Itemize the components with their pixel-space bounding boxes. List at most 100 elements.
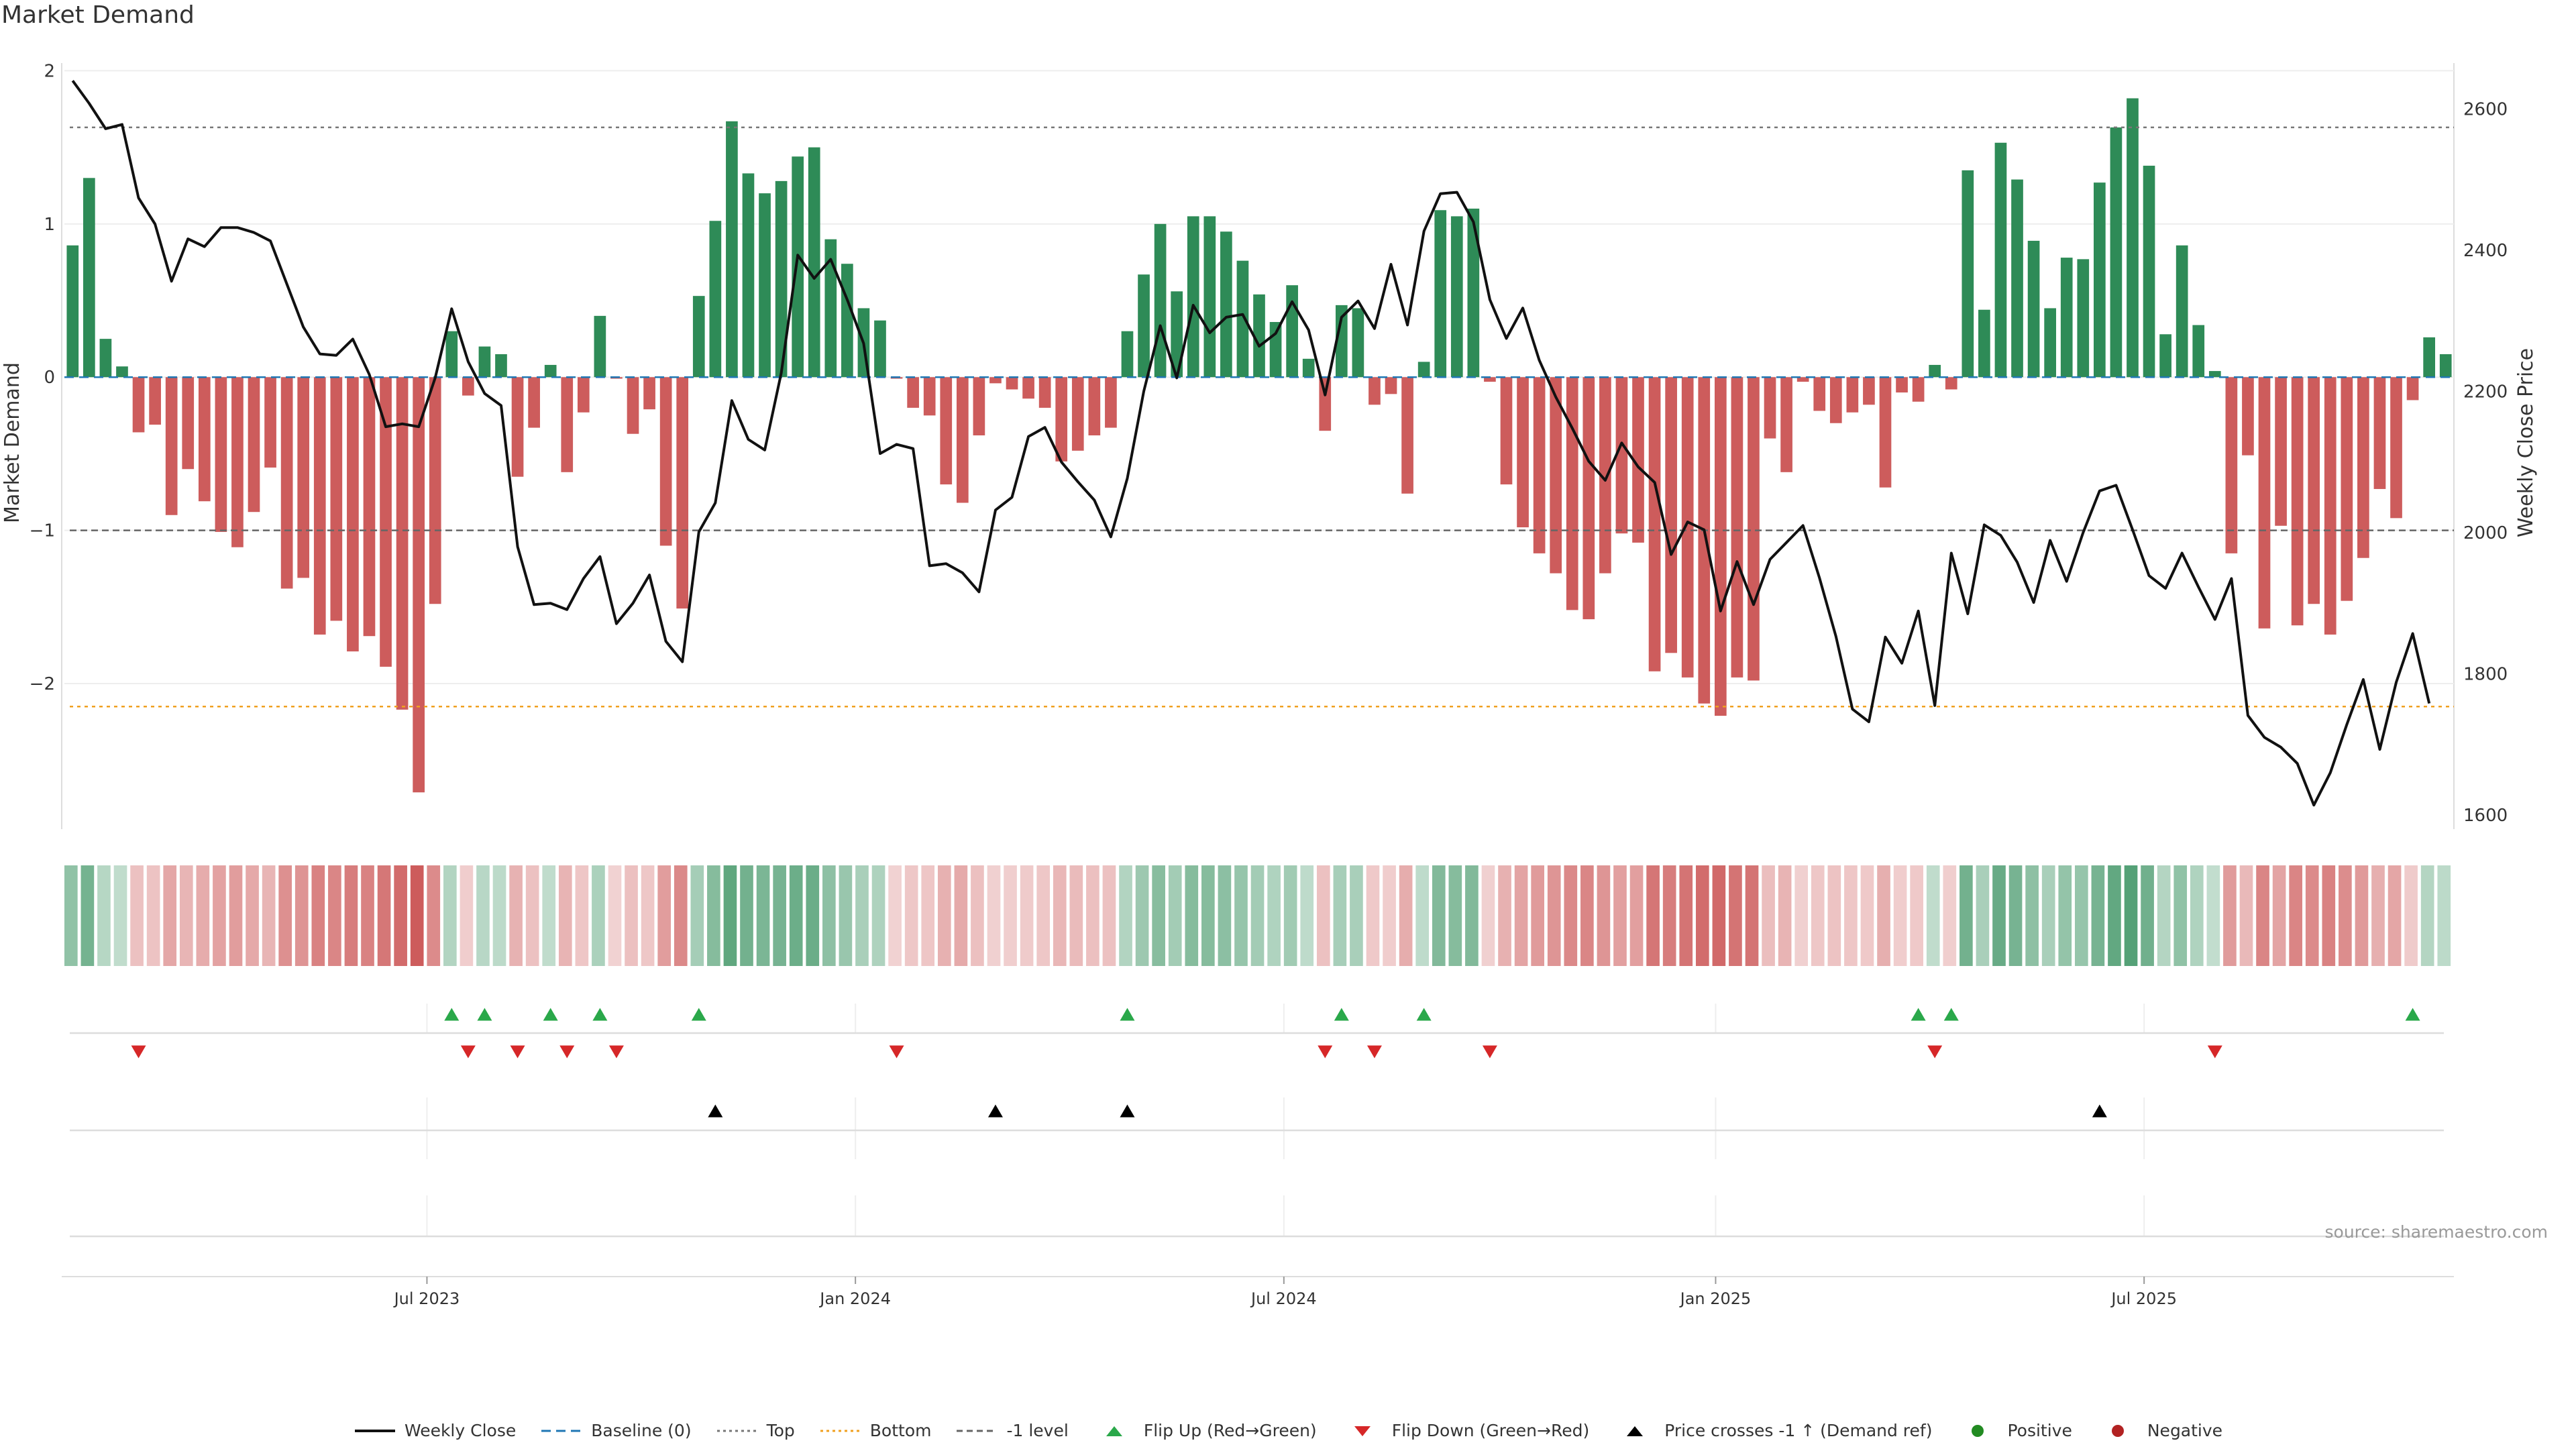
demand-bar xyxy=(2127,98,2139,378)
heat-cell xyxy=(1152,865,1165,966)
demand-bar xyxy=(1665,377,1677,653)
demand-bar xyxy=(1550,377,1562,574)
demand-bar xyxy=(1203,216,1216,378)
heat-cell xyxy=(1069,865,1083,966)
flip-down-marker xyxy=(1482,1045,1497,1059)
demand-bar xyxy=(1006,377,1018,390)
demand-bar xyxy=(1599,377,1611,574)
legend-price-cross: Price crosses -1 ↑ (Demand ref) xyxy=(1613,1421,1932,1440)
heat-cell xyxy=(1613,865,1627,966)
heat-cell xyxy=(1168,865,1182,966)
legend-label: Top xyxy=(766,1421,795,1440)
heat-cell xyxy=(1662,865,1676,966)
flip-up-marker xyxy=(543,1008,558,1021)
legend-flip-up-icon xyxy=(1106,1426,1122,1436)
heat-cell xyxy=(1218,865,1232,966)
heat-cell xyxy=(954,865,968,966)
y-tick-label: 2 xyxy=(44,61,55,81)
heat-cell xyxy=(80,865,95,966)
heat-cell xyxy=(987,865,1001,966)
demand-bar xyxy=(528,377,540,428)
demand-bar xyxy=(2093,182,2106,378)
legend-flip-down-icon xyxy=(1354,1426,1371,1436)
heat-cell xyxy=(1514,865,1528,966)
demand-bar xyxy=(1764,377,1776,439)
flip-up-marker xyxy=(2405,1008,2420,1021)
demand-bar xyxy=(462,377,474,396)
x-tick-label: Jan 2025 xyxy=(1679,1289,1752,1308)
demand-bar xyxy=(874,320,886,378)
demand-bar xyxy=(808,147,820,378)
heat-cell xyxy=(2058,865,2072,966)
legend-label: Price crosses -1 ↑ (Demand ref) xyxy=(1664,1421,1933,1440)
heat-cell xyxy=(294,865,309,966)
heat-cell xyxy=(1135,865,1149,966)
heat-cell xyxy=(921,865,935,966)
demand-bar xyxy=(1302,358,1315,378)
y2-tick-label: 1800 xyxy=(2463,664,2508,684)
demand-bar xyxy=(1088,377,1101,436)
demand-bar xyxy=(2077,259,2090,378)
demand-bar xyxy=(1105,377,1117,428)
demand-bar xyxy=(231,377,244,547)
legend-label: Negative xyxy=(2147,1421,2223,1440)
demand-bar xyxy=(1335,305,1348,378)
flip-up-marker xyxy=(1334,1008,1349,1021)
demand-bar xyxy=(2291,377,2304,626)
heat-cell xyxy=(1086,865,1099,966)
demand-bar xyxy=(1484,377,1496,382)
heat-cell xyxy=(904,865,918,966)
legend-top: Top xyxy=(716,1421,795,1440)
heat-cell xyxy=(707,865,720,966)
y2-tick-label: 2000 xyxy=(2463,523,2508,543)
demand-bar xyxy=(2308,377,2320,604)
heat-cell xyxy=(641,865,655,966)
demand-bar xyxy=(1748,377,1760,681)
demand-bar xyxy=(1731,377,1743,678)
heat-cell xyxy=(1943,865,1957,966)
flip-up-marker xyxy=(1416,1008,1432,1021)
demand-bar xyxy=(83,178,95,378)
demand-bar xyxy=(1253,294,1265,378)
demand-bar xyxy=(1187,216,1199,378)
flip-down-marker xyxy=(608,1045,624,1059)
heat-cell xyxy=(2272,865,2286,966)
flip-down-marker xyxy=(1318,1045,1333,1059)
heat-cell xyxy=(608,865,622,966)
demand-bar xyxy=(1648,377,1661,672)
heat-cell xyxy=(1646,865,1660,966)
demand-bar xyxy=(841,264,853,378)
heat-cell xyxy=(2174,865,2188,966)
x-tick-label: Jan 2024 xyxy=(818,1289,891,1308)
heat-cell xyxy=(1679,865,1693,966)
demand-bar xyxy=(1121,331,1134,378)
demand-bar xyxy=(198,377,211,502)
demand-bar xyxy=(2143,166,2155,378)
price-cross-marker xyxy=(2092,1104,2107,1118)
heat-cell xyxy=(2091,865,2105,966)
demand-bar xyxy=(1829,377,1842,423)
demand-bar xyxy=(445,331,458,378)
y2-tick-label: 2200 xyxy=(2463,382,2508,402)
legend-flip-down: Flip Down (Green→Red) xyxy=(1341,1421,1589,1440)
demand-bar xyxy=(2159,334,2171,378)
price-cross-marker xyxy=(708,1104,723,1118)
heat-cell xyxy=(2008,865,2023,966)
legend-label: Weekly Close xyxy=(404,1421,517,1440)
demand-bar xyxy=(1945,377,1957,390)
demand-bar xyxy=(66,245,79,378)
demand-bar xyxy=(2439,354,2452,378)
heat-cell xyxy=(2404,865,2418,966)
heat-cell xyxy=(2190,865,2204,966)
heat-cell xyxy=(690,865,704,966)
demand-bar xyxy=(1467,208,1480,378)
y-tick-label: 1 xyxy=(44,215,55,235)
demand-bar xyxy=(2258,377,2271,629)
heat-cell xyxy=(1185,865,1199,966)
demand-bar xyxy=(923,377,936,416)
demand-bar xyxy=(1269,321,1282,378)
x-tick-label: Jul 2023 xyxy=(393,1289,460,1308)
heat-cell xyxy=(344,865,358,966)
demand-bar xyxy=(544,364,557,378)
flip-down-marker xyxy=(2207,1045,2222,1059)
